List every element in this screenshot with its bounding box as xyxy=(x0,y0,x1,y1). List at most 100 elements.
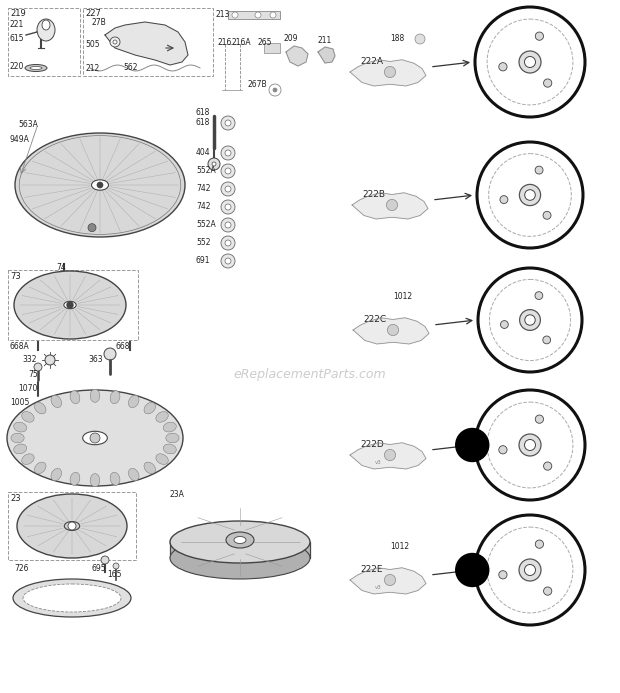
Ellipse shape xyxy=(128,468,139,481)
Circle shape xyxy=(456,428,489,462)
Ellipse shape xyxy=(82,431,107,445)
Circle shape xyxy=(384,67,396,78)
Text: 726: 726 xyxy=(14,564,29,573)
Circle shape xyxy=(269,84,281,96)
Text: 691: 691 xyxy=(196,256,211,265)
Bar xyxy=(228,11,280,19)
Circle shape xyxy=(384,449,396,461)
Ellipse shape xyxy=(163,444,176,454)
Ellipse shape xyxy=(234,536,246,543)
Circle shape xyxy=(225,168,231,174)
Text: 742: 742 xyxy=(196,202,211,211)
Circle shape xyxy=(221,200,235,214)
Text: 505: 505 xyxy=(85,40,100,49)
Circle shape xyxy=(519,51,541,73)
Ellipse shape xyxy=(110,473,120,485)
Text: 222C: 222C xyxy=(363,315,386,324)
Circle shape xyxy=(110,37,120,47)
Circle shape xyxy=(535,166,543,174)
Circle shape xyxy=(270,12,276,18)
Ellipse shape xyxy=(128,395,139,407)
Text: 216: 216 xyxy=(218,38,232,47)
Text: V3: V3 xyxy=(466,570,479,579)
Polygon shape xyxy=(286,46,308,66)
Circle shape xyxy=(68,522,76,530)
Text: 188: 188 xyxy=(390,34,404,43)
Circle shape xyxy=(477,142,583,248)
Circle shape xyxy=(34,363,42,371)
Text: 221: 221 xyxy=(10,20,24,29)
Text: 949A: 949A xyxy=(10,135,30,144)
Ellipse shape xyxy=(64,522,80,530)
Circle shape xyxy=(415,34,425,44)
Circle shape xyxy=(388,324,399,335)
Ellipse shape xyxy=(51,468,61,481)
Bar xyxy=(83,8,213,76)
Circle shape xyxy=(384,574,396,586)
Polygon shape xyxy=(350,568,426,594)
Bar xyxy=(8,8,80,76)
Circle shape xyxy=(535,415,544,423)
Circle shape xyxy=(535,32,544,40)
Text: 220: 220 xyxy=(10,62,24,71)
Circle shape xyxy=(475,7,585,117)
Text: v3: v3 xyxy=(374,585,381,590)
Text: 222A: 222A xyxy=(360,57,383,66)
Circle shape xyxy=(45,355,55,365)
Circle shape xyxy=(544,462,552,470)
Ellipse shape xyxy=(163,422,176,432)
Circle shape xyxy=(255,12,261,18)
Polygon shape xyxy=(350,443,426,469)
Circle shape xyxy=(273,88,277,92)
Circle shape xyxy=(221,182,235,196)
Circle shape xyxy=(525,57,536,67)
Circle shape xyxy=(500,195,508,204)
Ellipse shape xyxy=(25,64,47,71)
Text: 742: 742 xyxy=(196,184,211,193)
Ellipse shape xyxy=(13,579,131,617)
Text: 363: 363 xyxy=(88,355,103,364)
Circle shape xyxy=(225,222,231,228)
Circle shape xyxy=(535,540,544,548)
Circle shape xyxy=(525,439,536,450)
Ellipse shape xyxy=(90,473,100,487)
Circle shape xyxy=(225,186,231,192)
Ellipse shape xyxy=(14,271,126,339)
Text: v3: v3 xyxy=(374,460,381,465)
Text: 332: 332 xyxy=(22,355,37,364)
Circle shape xyxy=(478,268,582,372)
Circle shape xyxy=(520,184,541,206)
Circle shape xyxy=(221,254,235,268)
Circle shape xyxy=(208,158,220,170)
Circle shape xyxy=(519,559,541,581)
Polygon shape xyxy=(105,22,188,65)
Ellipse shape xyxy=(156,412,168,422)
Text: V3: V3 xyxy=(542,589,551,595)
Text: 668: 668 xyxy=(116,342,130,351)
Circle shape xyxy=(499,62,507,71)
Circle shape xyxy=(543,211,551,219)
Circle shape xyxy=(67,302,73,308)
Text: V3: V3 xyxy=(542,464,551,471)
Ellipse shape xyxy=(42,20,50,30)
Circle shape xyxy=(225,258,231,264)
Ellipse shape xyxy=(156,454,168,464)
Ellipse shape xyxy=(92,179,108,190)
Bar xyxy=(8,270,138,340)
Ellipse shape xyxy=(17,494,127,558)
Text: 267B: 267B xyxy=(248,80,268,89)
Circle shape xyxy=(525,315,535,325)
Polygon shape xyxy=(353,318,429,344)
Ellipse shape xyxy=(170,537,310,579)
Text: 668A: 668A xyxy=(10,342,30,351)
Ellipse shape xyxy=(51,395,61,407)
Circle shape xyxy=(221,236,235,250)
Ellipse shape xyxy=(14,444,27,454)
Ellipse shape xyxy=(37,19,55,41)
Text: 562: 562 xyxy=(123,63,138,72)
Text: 618: 618 xyxy=(196,118,210,127)
Ellipse shape xyxy=(70,473,80,485)
Text: 212: 212 xyxy=(85,64,99,73)
Text: 211: 211 xyxy=(318,36,332,45)
Circle shape xyxy=(212,162,216,166)
